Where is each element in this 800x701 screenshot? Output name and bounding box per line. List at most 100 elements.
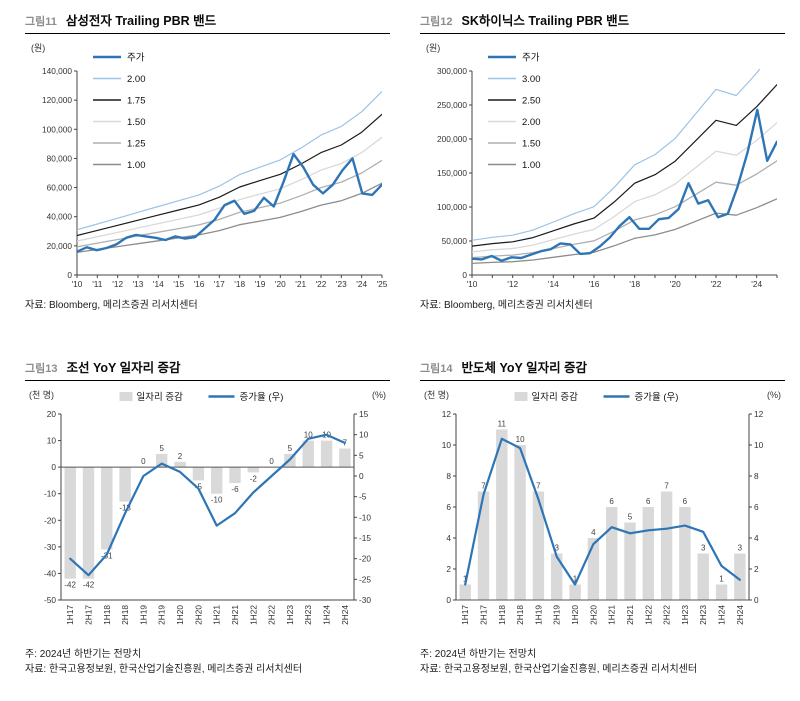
- bar-value-label: 7: [536, 481, 541, 490]
- legend-label: 주가: [127, 53, 145, 64]
- x-axis-label: 1H24: [322, 604, 332, 624]
- svg-text:'16: '16: [589, 279, 600, 289]
- bar-value-label: 2: [178, 451, 183, 460]
- bar: [229, 466, 241, 483]
- legend: 주가 2.00 1.75 1.50 1.25 1.00: [93, 53, 146, 171]
- x-axis-label: 1H17: [460, 604, 470, 624]
- svg-text:-50: -50: [44, 595, 56, 605]
- figure-panel-13: 그림13 조선 YoY 일자리 증감 20 10 0 -10 -20 -30 -40 -50 1…: [25, 357, 390, 677]
- svg-text:50,000: 50,000: [442, 236, 468, 246]
- x-axis-label: 1H20: [175, 604, 185, 624]
- legend-label: 1.25: [127, 139, 146, 150]
- bar: [587, 537, 600, 600]
- svg-text:'20: '20: [670, 279, 681, 289]
- y-axis-unit: (원): [426, 43, 440, 53]
- svg-text:'18: '18: [234, 279, 245, 289]
- legend-label: 1.50: [127, 117, 146, 128]
- svg-text:140,000: 140,000: [42, 66, 72, 76]
- x-axis-label: 2H22: [662, 604, 672, 624]
- figure-11-tag: 그림11: [25, 16, 57, 28]
- bar-value-label: 7: [664, 481, 669, 490]
- svg-text:8: 8: [754, 471, 759, 481]
- x-axis-label: 2H17: [84, 604, 94, 624]
- bar-value-label: 6: [646, 497, 651, 506]
- legend-label: 3.00: [522, 74, 541, 85]
- bar: [101, 466, 113, 549]
- svg-text:-30: -30: [359, 595, 371, 605]
- bar-value-label: 1: [573, 574, 578, 583]
- skhynix-pbr-band-chart: 0 50,000 100,000 150,000 200,000 250,000 300,0…: [426, 43, 778, 289]
- bar: [624, 522, 636, 600]
- bar: [532, 491, 545, 600]
- figure-14-source: 자료: 한국고용정보원, 한국산업기술진흥원, 메리츠증권 리서치센터: [420, 664, 698, 675]
- svg-text:-10: -10: [359, 512, 371, 522]
- bar-value-label: 6: [609, 497, 614, 506]
- legend-label: 2.00: [127, 74, 146, 85]
- semiconductor-jobs-chart: 0246810120246810121711107314656763131H17…: [424, 390, 781, 625]
- x-axis-label: 2H21: [625, 604, 635, 624]
- bar: [477, 491, 490, 600]
- bar: [64, 466, 76, 579]
- x-axis-label: 2H23: [303, 604, 313, 624]
- svg-text:'14: '14: [548, 279, 559, 289]
- series-line-2.00: [77, 90, 382, 231]
- svg-text:4: 4: [446, 533, 451, 543]
- x-axis-label: 2H20: [588, 604, 598, 624]
- figure-14-tag: 그림14: [420, 362, 453, 375]
- svg-text:20,000: 20,000: [47, 241, 73, 251]
- series-line-2.00: [472, 122, 777, 253]
- bar: [211, 466, 223, 494]
- bar: [606, 506, 618, 600]
- bar-value-label: 5: [288, 443, 293, 452]
- growth-rate-line: [464, 437, 741, 586]
- legend-line-label: 증가율 (우): [240, 392, 284, 403]
- svg-text:'25: '25: [377, 279, 388, 289]
- series-line-2.50: [472, 83, 777, 247]
- legend: 일자리 증감 증가율 (우): [119, 391, 284, 403]
- svg-text:10: 10: [442, 440, 452, 450]
- legend-label: 2.50: [522, 96, 541, 107]
- series-line-1.75: [77, 113, 382, 237]
- figure-12-header: 그림12 SK하이닉스 Trailing PBR 밴드: [420, 10, 785, 34]
- svg-text:'10: '10: [467, 279, 478, 289]
- svg-text:20: 20: [47, 409, 57, 419]
- bar: [514, 444, 526, 600]
- legend-label: 1.00: [522, 160, 541, 171]
- bar: [320, 440, 333, 467]
- bar-value-label: 7: [481, 481, 486, 490]
- x-axis-label: 1H21: [607, 604, 617, 624]
- svg-text:0: 0: [754, 595, 759, 605]
- x-axis-label: 2H18: [515, 604, 525, 624]
- bar: [679, 506, 691, 600]
- legend-label: 1.50: [522, 139, 541, 150]
- figure-14-header: 그림14 반도체 YoY 일자리 증감: [420, 357, 785, 381]
- legend-bar-swatch: [119, 391, 133, 401]
- x-axis-label: 2H18: [120, 604, 130, 624]
- svg-text:10: 10: [359, 429, 369, 439]
- bar-value-label: 0: [141, 457, 146, 466]
- bar-value-label: 3: [701, 543, 706, 552]
- bar-value-label: 4: [591, 528, 596, 537]
- svg-text:2: 2: [446, 564, 451, 574]
- right-axis-unit: (%): [372, 390, 386, 400]
- bar: [339, 448, 351, 467]
- svg-text:6: 6: [446, 502, 451, 512]
- figure-panel-14: 그림14 반도체 YoY 일자리 증감 0 2 4 6 8 10 12 0 2 4 6 8 10 12 1 7…: [420, 357, 785, 677]
- svg-text:-5: -5: [359, 491, 367, 501]
- shipbuilding-jobs-chart: 20100-10-20-30-40-50151050-5-10-15-20-25…: [29, 390, 386, 625]
- bar: [82, 466, 95, 579]
- x-axis-label: 1H23: [680, 604, 690, 624]
- y-axis-unit: (원): [31, 43, 45, 53]
- bar-value-label: 5: [159, 443, 164, 452]
- svg-text:10: 10: [47, 435, 57, 445]
- svg-text:'12: '12: [507, 279, 518, 289]
- svg-text:0: 0: [67, 270, 72, 280]
- svg-text:'20: '20: [275, 279, 286, 289]
- x-axis-label: 2H23: [698, 604, 708, 624]
- svg-text:100,000: 100,000: [42, 124, 72, 134]
- x-axis-label: 2H22: [267, 604, 277, 624]
- svg-text:0: 0: [446, 595, 451, 605]
- legend: 주가 3.00 2.50 2.00 1.50 1.00: [488, 53, 541, 171]
- svg-text:'11: '11: [92, 279, 103, 289]
